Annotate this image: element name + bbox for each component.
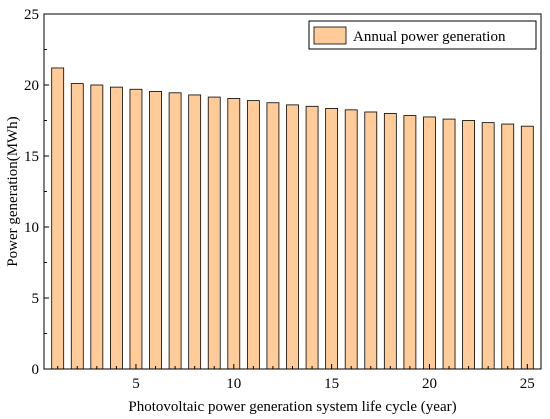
bar-year-17 <box>364 111 378 370</box>
bar-year-1 <box>51 67 65 370</box>
bar-year-23 <box>481 122 495 370</box>
bar-year-12 <box>266 102 280 370</box>
bar-year-20 <box>423 116 436 370</box>
bar-year-14 <box>305 105 319 370</box>
x-axis-title: Photovoltaic power generation system lif… <box>128 399 456 415</box>
bar-year-5 <box>129 88 143 370</box>
bar-year-10 <box>227 98 241 370</box>
bar-year-15 <box>325 108 339 370</box>
bar-year-6 <box>149 90 162 370</box>
x-tick-label: 20 <box>422 376 437 392</box>
bar-year-8 <box>188 94 202 370</box>
bar-year-24 <box>501 123 515 370</box>
y-tick-label: 10 <box>24 220 39 236</box>
y-tick-label: 15 <box>24 149 39 165</box>
bar-year-2 <box>70 83 84 370</box>
x-tick-label: 5 <box>132 376 140 392</box>
bars-group <box>51 67 534 370</box>
bar-year-3 <box>90 84 104 370</box>
legend-box <box>308 20 537 50</box>
x-tick-label: 25 <box>520 376 535 392</box>
bar-year-21 <box>442 118 456 370</box>
bar-year-13 <box>286 104 299 370</box>
y-tick-label: 20 <box>24 78 39 94</box>
bar-year-22 <box>462 120 476 370</box>
legend-label: Annual power generation <box>353 29 506 45</box>
x-tick-label: 15 <box>324 376 339 392</box>
bar-year-16 <box>344 109 358 370</box>
bar-year-7 <box>168 92 182 370</box>
y-axis-title: Power generation(MWh) <box>5 116 21 266</box>
bar-year-18 <box>383 113 397 370</box>
y-tick-label: 0 <box>32 362 40 378</box>
bar-year-9 <box>207 96 221 370</box>
bar-year-11 <box>246 100 260 370</box>
legend: Annual power generation <box>308 20 537 50</box>
bar-year-25 <box>520 125 534 370</box>
y-tick-label: 5 <box>32 291 40 307</box>
y-tick-label: 25 <box>24 7 39 23</box>
bar-year-19 <box>403 115 417 370</box>
y-axis-ticks: 0 5 10 15 20 25 <box>24 7 49 378</box>
bar-year-4 <box>110 86 123 370</box>
x-tick-label: 10 <box>226 376 241 392</box>
x-axis-ticks: 5 10 15 20 25 <box>57 364 535 392</box>
legend-swatch <box>313 26 347 45</box>
